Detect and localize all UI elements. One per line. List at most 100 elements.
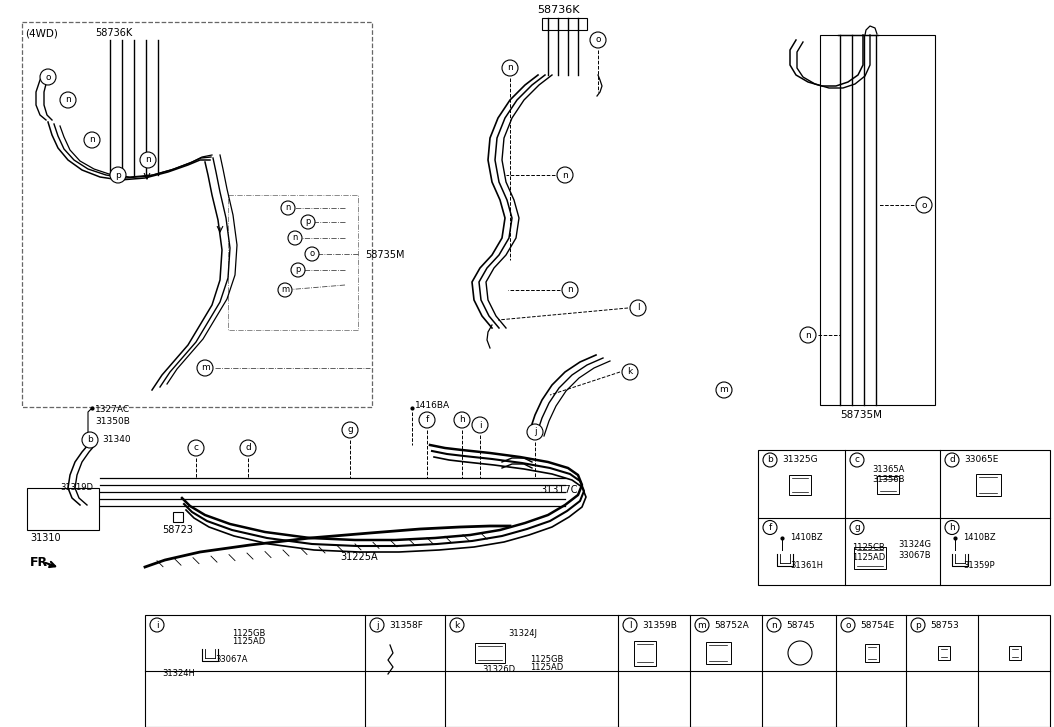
- Bar: [22, 22, 372, 407]
- Text: m: m: [281, 286, 289, 294]
- Circle shape: [84, 132, 100, 148]
- Circle shape: [188, 440, 204, 456]
- Text: m: m: [720, 385, 728, 395]
- Circle shape: [150, 618, 164, 632]
- Text: 31310: 31310: [30, 533, 61, 543]
- Text: 1125GB: 1125GB: [232, 629, 266, 638]
- Text: (4WD): (4WD): [25, 28, 58, 38]
- Text: j: j: [375, 621, 378, 630]
- Text: 31319D: 31319D: [60, 483, 93, 492]
- Bar: [938, 646, 950, 660]
- Text: 1410BZ: 1410BZ: [963, 533, 996, 542]
- Circle shape: [850, 521, 864, 534]
- Circle shape: [370, 618, 384, 632]
- Text: f: f: [426, 416, 429, 425]
- Text: 33067A: 33067A: [215, 654, 248, 664]
- Text: p: p: [915, 621, 921, 630]
- Text: h: h: [460, 416, 465, 425]
- Circle shape: [788, 641, 812, 665]
- Text: n: n: [145, 156, 151, 164]
- Text: c: c: [194, 443, 198, 452]
- Text: m: m: [200, 364, 210, 372]
- Circle shape: [945, 521, 959, 534]
- Text: g: g: [347, 425, 353, 435]
- Text: 58752A: 58752A: [714, 621, 748, 630]
- Text: o: o: [921, 201, 926, 209]
- Text: n: n: [507, 63, 513, 73]
- Bar: [820, 35, 935, 405]
- Circle shape: [557, 167, 573, 183]
- Text: 31317C: 31317C: [540, 485, 578, 495]
- Circle shape: [341, 422, 358, 438]
- Text: 1125AD: 1125AD: [530, 664, 563, 672]
- Text: o: o: [596, 36, 601, 44]
- Text: 31324G: 31324G: [898, 540, 931, 549]
- Circle shape: [945, 453, 959, 467]
- Text: 33067B: 33067B: [898, 551, 931, 560]
- Text: 1125AD: 1125AD: [852, 553, 885, 562]
- Circle shape: [82, 432, 98, 448]
- Text: 31350B: 31350B: [95, 417, 130, 427]
- Text: k: k: [454, 621, 460, 630]
- Circle shape: [800, 327, 816, 343]
- Text: 58736K: 58736K: [95, 28, 132, 38]
- Text: 31359P: 31359P: [963, 561, 995, 570]
- Text: 31325G: 31325G: [782, 456, 818, 465]
- Bar: [635, 641, 656, 666]
- Circle shape: [281, 201, 295, 215]
- Text: 1125CB: 1125CB: [852, 543, 884, 552]
- Text: 1125AD: 1125AD: [232, 638, 266, 646]
- Text: FR.: FR.: [30, 556, 53, 569]
- Circle shape: [472, 417, 488, 433]
- Text: n: n: [292, 233, 297, 243]
- Text: f: f: [768, 523, 772, 532]
- Text: 31225A: 31225A: [340, 552, 377, 562]
- Circle shape: [197, 360, 213, 376]
- Circle shape: [716, 382, 731, 398]
- Circle shape: [622, 364, 638, 380]
- Circle shape: [590, 32, 606, 48]
- Bar: [976, 474, 1001, 496]
- Bar: [475, 643, 505, 663]
- Circle shape: [40, 69, 56, 85]
- Circle shape: [240, 440, 256, 456]
- Circle shape: [623, 618, 637, 632]
- Text: 1327AC: 1327AC: [95, 406, 130, 414]
- Text: i: i: [156, 621, 158, 630]
- Bar: [706, 642, 731, 664]
- Circle shape: [419, 412, 435, 428]
- Text: 31361H: 31361H: [790, 561, 823, 570]
- Circle shape: [911, 618, 925, 632]
- Circle shape: [850, 453, 864, 467]
- Bar: [854, 547, 886, 569]
- Text: o: o: [310, 249, 314, 259]
- Circle shape: [767, 618, 781, 632]
- Bar: [1009, 646, 1021, 660]
- Text: 58735M: 58735M: [840, 410, 882, 420]
- Bar: [865, 644, 879, 662]
- Text: 58753: 58753: [930, 621, 959, 630]
- Text: m: m: [698, 621, 706, 630]
- Text: k: k: [627, 368, 632, 377]
- Text: 31356B: 31356B: [872, 475, 904, 484]
- Text: 58736K: 58736K: [536, 5, 580, 15]
- Text: 31358F: 31358F: [389, 621, 423, 630]
- Text: b: b: [767, 456, 773, 465]
- Text: n: n: [286, 204, 291, 212]
- Text: p: p: [115, 171, 121, 180]
- Circle shape: [288, 231, 302, 245]
- Bar: [228, 195, 358, 330]
- Text: d: d: [949, 456, 955, 465]
- Circle shape: [450, 618, 464, 632]
- Text: d: d: [246, 443, 251, 452]
- Text: 31324H: 31324H: [162, 669, 195, 678]
- Text: i: i: [479, 420, 482, 430]
- Bar: [789, 475, 811, 495]
- Text: c: c: [855, 456, 859, 465]
- Bar: [758, 450, 1050, 585]
- Circle shape: [140, 152, 156, 168]
- Circle shape: [502, 60, 518, 76]
- Text: 31324J: 31324J: [508, 629, 536, 638]
- Text: n: n: [805, 331, 811, 340]
- Text: n: n: [567, 286, 573, 294]
